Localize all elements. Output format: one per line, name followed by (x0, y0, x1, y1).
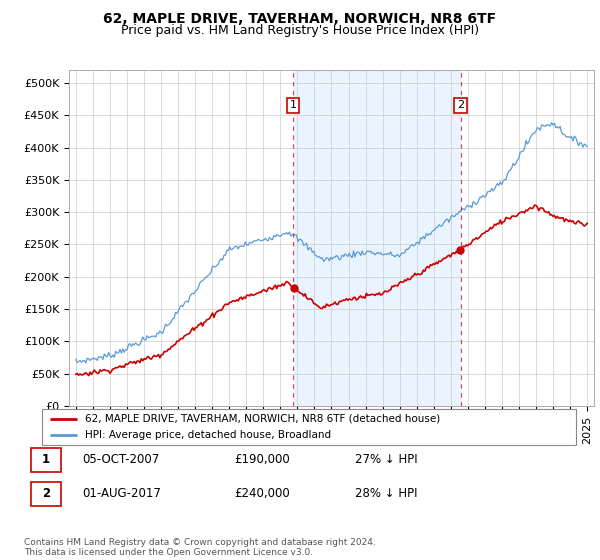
Text: £190,000: £190,000 (234, 453, 290, 466)
Text: 01-AUG-2017: 01-AUG-2017 (82, 487, 161, 501)
Text: 28% ↓ HPI: 28% ↓ HPI (355, 487, 418, 501)
Text: 2: 2 (42, 487, 50, 501)
Text: 2: 2 (457, 100, 464, 110)
Text: 27% ↓ HPI: 27% ↓ HPI (355, 453, 418, 466)
FancyBboxPatch shape (42, 409, 576, 445)
Text: 62, MAPLE DRIVE, TAVERHAM, NORWICH, NR8 6TF: 62, MAPLE DRIVE, TAVERHAM, NORWICH, NR8 … (103, 12, 497, 26)
Text: Contains HM Land Registry data © Crown copyright and database right 2024.
This d: Contains HM Land Registry data © Crown c… (24, 538, 376, 557)
Text: 1: 1 (42, 453, 50, 466)
Text: 05-OCT-2007: 05-OCT-2007 (82, 453, 159, 466)
FancyBboxPatch shape (31, 482, 61, 506)
Text: £240,000: £240,000 (234, 487, 290, 501)
Text: Price paid vs. HM Land Registry's House Price Index (HPI): Price paid vs. HM Land Registry's House … (121, 24, 479, 36)
Text: 62, MAPLE DRIVE, TAVERHAM, NORWICH, NR8 6TF (detached house): 62, MAPLE DRIVE, TAVERHAM, NORWICH, NR8 … (85, 414, 440, 423)
Text: 1: 1 (290, 100, 296, 110)
FancyBboxPatch shape (31, 448, 61, 472)
Text: HPI: Average price, detached house, Broadland: HPI: Average price, detached house, Broa… (85, 431, 331, 440)
